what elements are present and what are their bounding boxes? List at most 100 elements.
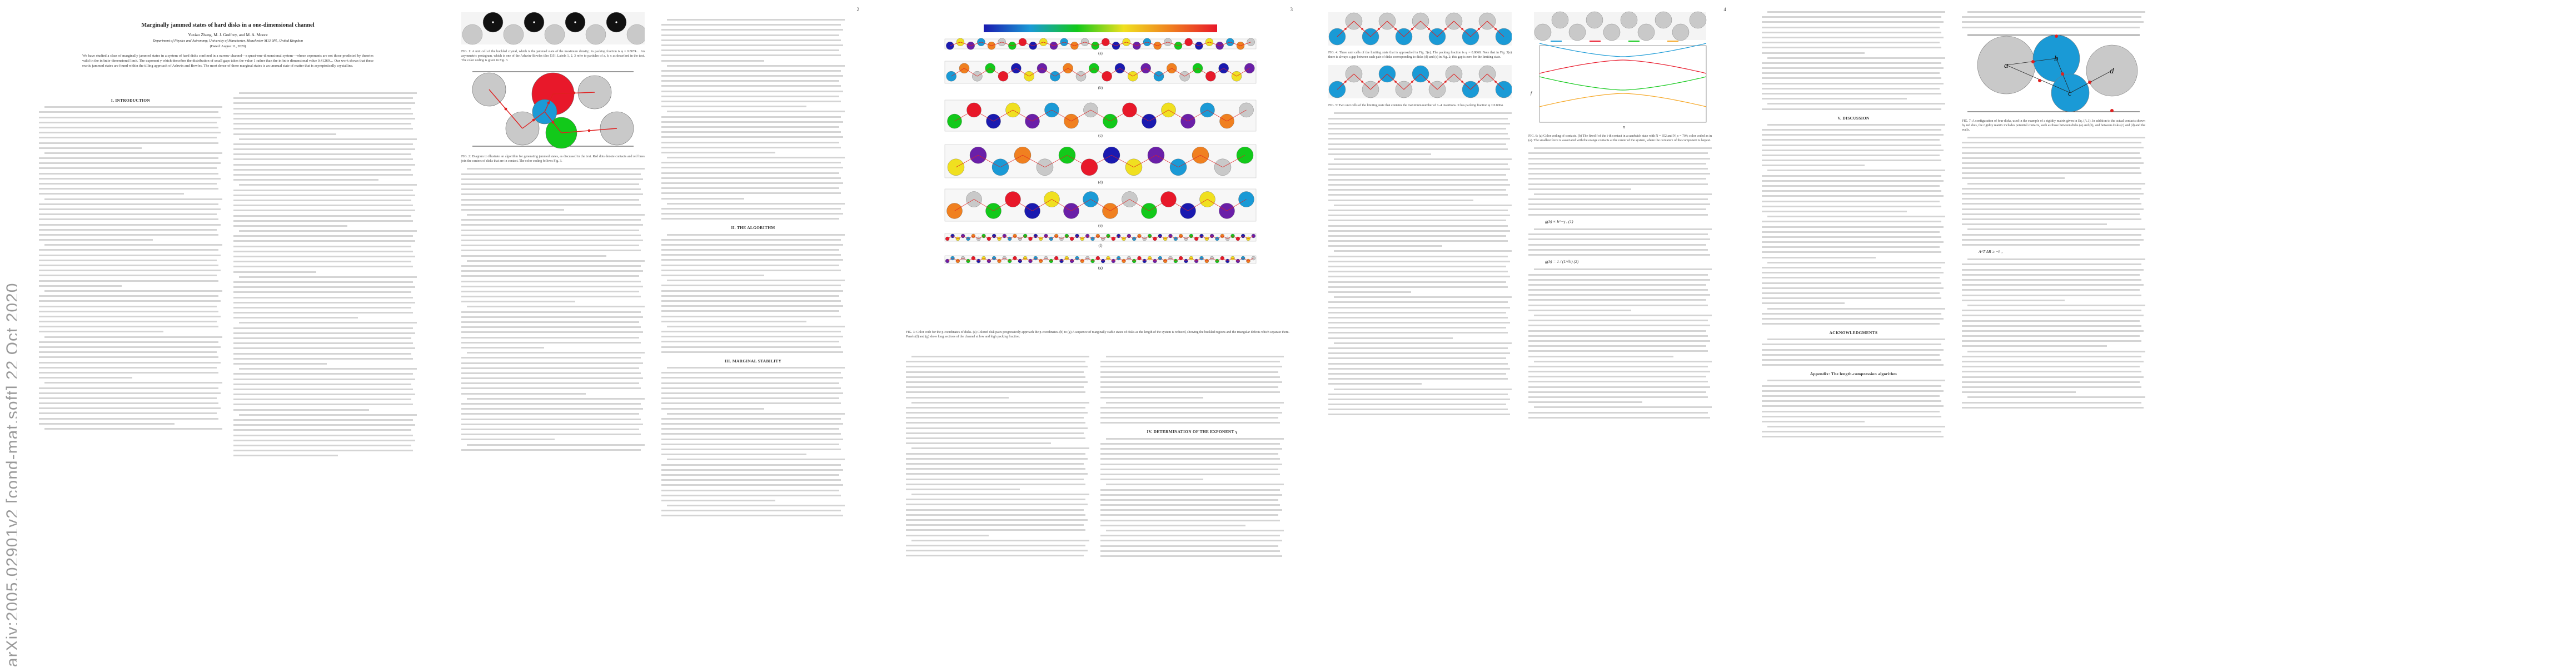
text-line [39,183,217,185]
contact-line [1133,155,1157,168]
text-line [906,417,1084,419]
text-line [1762,344,1942,346]
text-line [1762,302,1845,305]
text-line [461,301,575,303]
contact-line [1061,258,1067,261]
contact-line [1139,236,1145,239]
text-line [1328,271,1508,273]
contact-line [1175,236,1181,239]
text-line [1328,286,1508,288]
text-line [1762,292,1940,294]
text-line [39,315,221,317]
disk [956,38,965,46]
contact-line [1051,236,1057,239]
text-line [233,112,413,115]
text-line [44,290,222,292]
text-line [461,188,641,191]
contact-line [1222,258,1228,261]
text-line [1762,297,1942,300]
text-line [661,449,841,451]
text-line [1962,187,2142,190]
contact-line [1222,155,1245,168]
contact-line [1115,42,1127,46]
text-line [1762,400,1942,402]
text-line [39,305,217,307]
text-line [233,271,316,273]
text-line [467,168,645,170]
text-line [233,194,415,196]
text-line [1962,21,2144,23]
text-line [1962,386,2142,388]
contact-line [1191,258,1197,261]
text-line [661,315,841,317]
text-line [1962,371,2142,373]
text-line [44,428,222,430]
contact-line [1191,236,1197,239]
text-line [1762,246,1940,248]
text-line [1762,221,1942,223]
contact-dot [1378,81,1380,83]
text-line [1528,309,1631,311]
contact-line [947,236,953,239]
contact-line [1248,258,1254,261]
text-line [1762,323,1940,325]
text-line [661,90,843,92]
contact-line [1107,68,1120,77]
contact-dot [1344,28,1347,30]
figure-3-caption: FIG. 3: Color code for the p-coordinates… [906,331,1289,339]
text-line [39,167,217,170]
contact-line [983,258,989,261]
text-line [461,362,643,364]
text-line [1528,289,1708,291]
panel-label: (d) [1098,180,1103,185]
contact-line [1160,258,1165,261]
text-line [233,419,413,421]
text-line [1762,200,1940,202]
text-line [1528,340,1710,342]
text-line [39,265,219,267]
text-line [233,327,413,329]
text-line [461,449,641,451]
text-line [461,392,586,395]
text-line [661,397,840,400]
contact-line [1232,236,1238,239]
text-line [1534,406,1712,409]
contact-line [1040,236,1047,239]
text-line [233,123,412,125]
equation-3: A^T ΔR ≥ −h , [1979,249,2141,254]
text-line [39,177,221,180]
text-line [1328,225,1508,227]
text-line [661,136,843,138]
text-line [1762,431,1942,433]
contact-line [1240,42,1251,46]
text-line [1762,364,1944,366]
text-line [39,259,217,261]
text-line [461,321,640,323]
disk-label: d [2110,67,2114,76]
fig6-axis-x-label: n [1623,125,1625,130]
contact-line [974,109,994,122]
text-line [1962,268,2144,271]
contact-line [964,68,978,77]
text-line [1106,356,1284,357]
text-line [906,386,1084,389]
equation-2: g(h) = 1 / (1/√h) (2) [1545,259,1707,264]
contact-line [994,236,1000,239]
contact-line [1227,258,1233,261]
text-line [39,213,217,216]
page-5-column-left: V. DISCUSSION ACKNOWLEDGMENTS Appendix: … [1762,11,1945,656]
text-line [1762,256,1876,258]
text-line [1962,330,2144,332]
disk [1586,11,1603,29]
contact-line [1230,42,1241,46]
text-line [1528,396,1708,399]
text-line [461,198,640,201]
text-line [667,505,845,507]
text-line [233,281,413,283]
text-line [233,163,415,166]
text-line [661,106,806,108]
text-line [1962,299,2065,301]
text-line [1962,198,2140,200]
text-line [661,382,840,384]
contact-line [958,236,963,239]
